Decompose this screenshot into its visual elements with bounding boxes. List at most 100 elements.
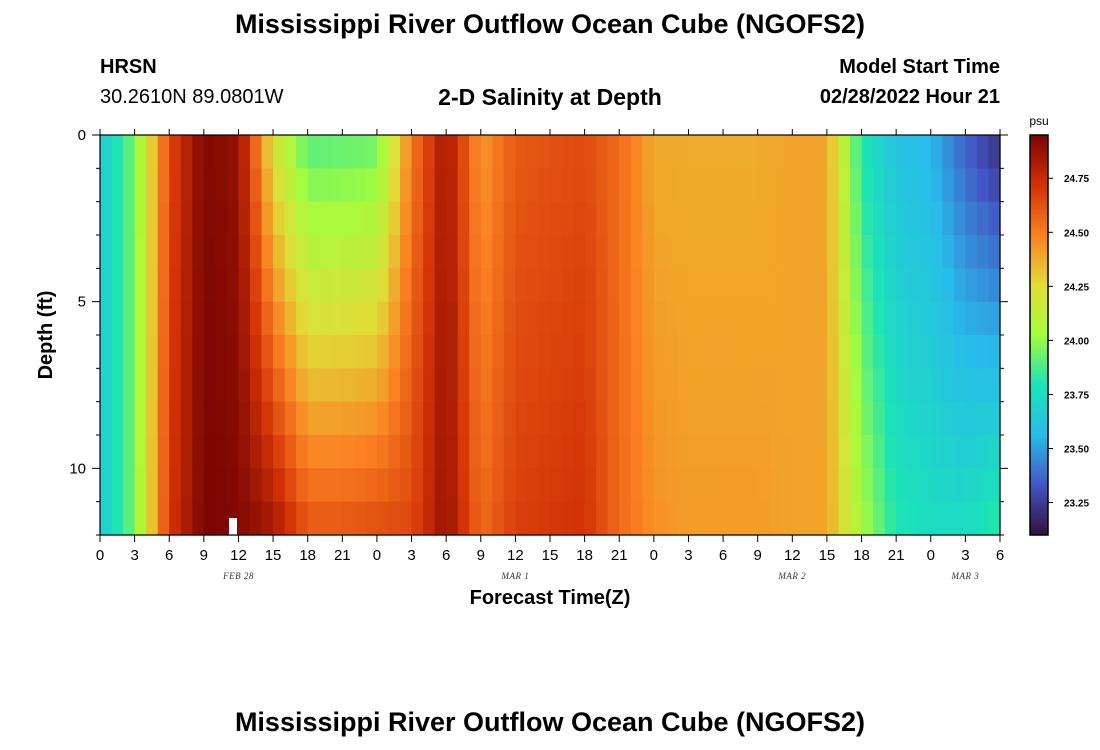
heatmap-cell (676, 301, 690, 336)
heatmap-cell (711, 368, 724, 403)
heatmap-cell (538, 335, 551, 369)
heatmap-cell (792, 201, 805, 236)
x-tick-label: 0 (96, 547, 104, 564)
heatmap-cell (169, 201, 182, 236)
heatmap-cell (850, 435, 863, 469)
heatmap-cell (469, 168, 482, 203)
heatmap-cell (100, 368, 113, 403)
heatmap-cell (411, 368, 424, 403)
heatmap-cell (734, 135, 747, 169)
heatmap-cell (826, 301, 840, 336)
heatmap-cell (180, 235, 193, 269)
heatmap-cell (907, 368, 920, 403)
heatmap-cell (596, 201, 609, 236)
heatmap-cell (411, 468, 424, 503)
heatmap-cell (550, 501, 563, 536)
heatmap-cell (492, 235, 505, 269)
heatmap-cell (215, 201, 228, 236)
heatmap-cell (111, 435, 124, 469)
heatmap-cell (203, 335, 216, 369)
heatmap-cell (365, 235, 378, 269)
heatmap-cell (861, 135, 874, 169)
heatmap-cell (630, 135, 643, 169)
heatmap-cell (353, 168, 366, 203)
heatmap-cell (803, 335, 816, 369)
heatmap-cell (976, 335, 990, 369)
heatmap-cell (757, 268, 770, 303)
heatmap-cell (550, 235, 563, 269)
heatmap-cell (642, 435, 655, 469)
heatmap-cell (757, 368, 770, 403)
heatmap-cell (134, 468, 147, 503)
heatmap-cell (296, 468, 309, 503)
heatmap-cell (573, 168, 586, 203)
heatmap-cell (261, 468, 274, 503)
x-tick-label: 12 (230, 547, 247, 564)
heatmap-cell (111, 368, 124, 403)
heatmap-cell (792, 401, 805, 436)
heatmap-cell (919, 201, 932, 236)
heatmap-cell (146, 235, 159, 269)
heatmap-cell (746, 135, 759, 169)
heatmap-cell (665, 468, 678, 503)
heatmap-cell (469, 335, 482, 369)
x-tick-label: 6 (165, 547, 173, 564)
heatmap-cell (388, 168, 401, 203)
heatmap-cell (538, 468, 551, 503)
heatmap-cell (838, 235, 851, 269)
heatmap-cell (330, 201, 343, 236)
heatmap-cell (896, 468, 909, 503)
heatmap-cell (250, 368, 263, 403)
heatmap-cell (111, 335, 124, 369)
heatmap-cell (169, 335, 182, 369)
heatmap-cell (203, 235, 216, 269)
heatmap-cell (838, 368, 851, 403)
heatmap-cell (942, 468, 955, 503)
heatmap-cell (388, 201, 401, 236)
heatmap-cell (526, 268, 540, 303)
heatmap-cell (157, 335, 170, 369)
heatmap-cell (919, 268, 932, 303)
heatmap-cell (365, 168, 378, 203)
heatmap-cell (180, 501, 193, 536)
heatmap-cell (376, 368, 390, 403)
heatmap-cell (411, 268, 424, 303)
x-tick-label: 15 (265, 547, 282, 564)
heatmap-cell (815, 468, 828, 503)
station-coordinates: 30.2610N 89.0801W (100, 86, 284, 108)
heatmap-cell (238, 468, 251, 503)
heatmap-cell (480, 501, 493, 536)
heatmap-cell (273, 368, 286, 403)
heatmap-cell (469, 268, 482, 303)
heatmap-cell (503, 401, 516, 436)
heatmap-cell (757, 335, 770, 369)
heatmap-cell (642, 268, 655, 303)
heatmap-cell (480, 168, 493, 203)
heatmap-cell (723, 301, 736, 336)
heatmap-cell (353, 268, 366, 303)
heatmap-cell (111, 301, 124, 336)
heatmap-cell (850, 368, 863, 403)
heatmap-cell (376, 235, 390, 269)
heatmap-cell (873, 368, 886, 403)
heatmap-cell (584, 301, 597, 336)
heatmap-cell (111, 268, 124, 303)
heatmap-cell (861, 335, 874, 369)
y-tick-label: 0 (78, 127, 86, 144)
heatmap-cell (342, 235, 355, 269)
heatmap-cell (907, 301, 920, 336)
heatmap-cell (734, 468, 747, 503)
heatmap-cell (550, 201, 563, 236)
heatmap-cell (700, 301, 713, 336)
heatmap-cell (469, 368, 482, 403)
heatmap-cell (411, 135, 424, 169)
heatmap-cell (469, 468, 482, 503)
heatmap-cell (942, 135, 955, 169)
heatmap-cell (884, 235, 897, 269)
heatmap-cell (365, 335, 378, 369)
heatmap-cell (573, 268, 586, 303)
heatmap-cell (469, 435, 482, 469)
heatmap-cell (711, 468, 724, 503)
heatmap-cell (550, 401, 563, 436)
heatmap-cell (838, 335, 851, 369)
